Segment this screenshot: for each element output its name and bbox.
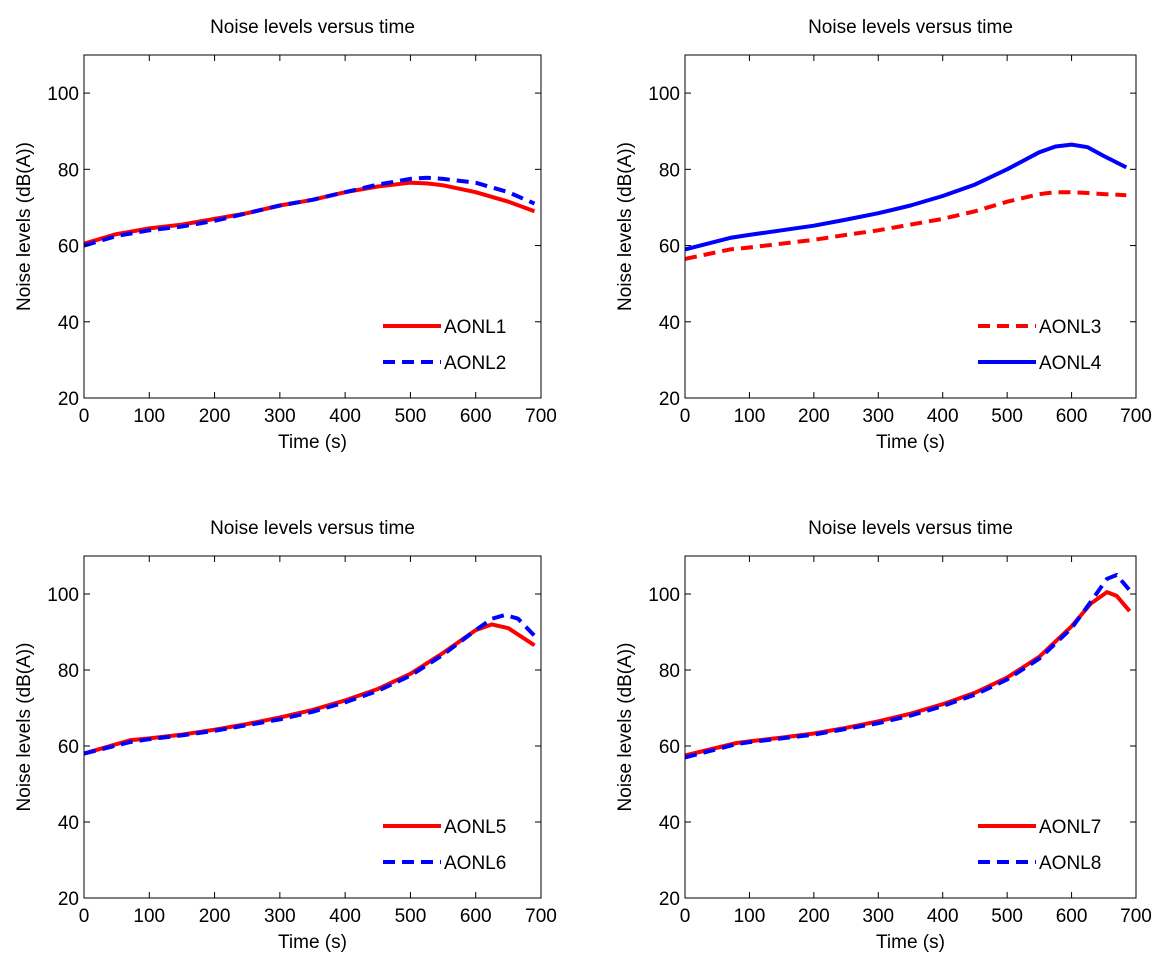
y-tick-label: 20	[58, 389, 79, 410]
chart-title: Noise levels versus time	[210, 518, 415, 539]
x-tick-label: 300	[862, 906, 894, 927]
y-tick-label: 40	[58, 813, 79, 834]
y-tick-label: 40	[58, 313, 79, 334]
x-tick-label: 700	[1120, 406, 1152, 427]
x-tick-label: 300	[264, 906, 296, 927]
x-tick-label: 700	[1120, 906, 1152, 927]
y-tick-label: 80	[58, 661, 79, 682]
y-tick-label: 100	[47, 84, 79, 105]
x-tick-label: 0	[680, 406, 691, 427]
x-tick-label: 0	[79, 406, 90, 427]
x-tick-label: 400	[329, 406, 361, 427]
y-tick-label: 20	[659, 389, 680, 410]
x-tick-label: 0	[79, 906, 90, 927]
y-tick-label: 40	[659, 313, 680, 334]
series-line-aonl8	[684, 573, 1132, 760]
x-tick-label: 500	[395, 906, 427, 927]
chart-panel-4: Noise levels versus time 0 100 200 300 400 500…	[615, 518, 1152, 953]
chart-panel-3: Noise levels versus time 0 100 200 300 400 500…	[14, 518, 557, 953]
chart-title: Noise levels versus time	[808, 17, 1013, 38]
y-tick-label: 60	[659, 237, 680, 258]
x-tick-label: 600	[460, 906, 492, 927]
legend-label-aonl6: AONL6	[444, 853, 506, 874]
y-tick-label: 40	[659, 813, 680, 834]
x-tick-label: 100	[734, 906, 766, 927]
y-tick-label: 100	[648, 585, 680, 606]
legend-label-aonl4: AONL4	[1039, 353, 1102, 374]
y-tick-label: 100	[47, 585, 79, 606]
legend-label-aonl2: AONL2	[444, 353, 506, 374]
x-tick-label: 200	[798, 406, 830, 427]
x-tick-label: 300	[264, 406, 296, 427]
x-tick-label: 0	[680, 906, 691, 927]
x-tick-label: 100	[133, 406, 165, 427]
x-tick-label: 400	[927, 406, 959, 427]
x-tick-label: 500	[395, 406, 427, 427]
x-axis-label: Time (s)	[278, 432, 347, 453]
y-axis-label: Noise levels (dB(A))	[14, 142, 35, 311]
x-tick-label: 700	[525, 406, 557, 427]
x-tick-label: 400	[329, 906, 361, 927]
y-tick-label: 60	[58, 237, 79, 258]
x-tick-label: 500	[991, 406, 1023, 427]
x-axis-label: Time (s)	[876, 432, 945, 453]
plot-area-frame	[684, 555, 1137, 899]
legend-label-aonl3: AONL3	[1039, 317, 1101, 338]
legend-label-aonl5: AONL5	[444, 817, 506, 838]
series-line-aonl4	[684, 142, 1128, 252]
y-axis-label: Noise levels (dB(A))	[14, 643, 35, 812]
x-axis-label: Time (s)	[278, 932, 347, 953]
y-tick-label: 80	[659, 160, 680, 181]
x-tick-label: 200	[798, 906, 830, 927]
y-tick-label: 60	[58, 737, 79, 758]
chart-panel-1: Noise levels versus time 0 100 200 300 400 500…	[14, 17, 557, 453]
x-tick-label: 300	[862, 406, 894, 427]
legend: AONL3 AONL4	[978, 317, 1102, 374]
x-tick-label: 200	[199, 406, 231, 427]
plot-area-frame	[83, 555, 542, 899]
y-tick-label: 100	[648, 84, 680, 105]
legend: AONL7 AONL8	[978, 817, 1101, 874]
chart-title: Noise levels versus time	[210, 17, 415, 38]
x-tick-label: 600	[460, 406, 492, 427]
y-tick-label: 80	[659, 661, 680, 682]
series-line-aonl2	[83, 175, 536, 248]
y-tick-label: 20	[659, 889, 680, 910]
legend-label-aonl8: AONL8	[1039, 853, 1101, 874]
chart-panel-2: Noise levels versus time 0 100 200 300 400 500…	[615, 17, 1152, 453]
chart-title: Noise levels versus time	[808, 518, 1013, 539]
legend-label-aonl7: AONL7	[1039, 817, 1101, 838]
x-tick-label: 700	[525, 906, 557, 927]
legend-label-aonl1: AONL1	[444, 317, 506, 338]
plot-area-frame	[684, 54, 1137, 399]
x-tick-label: 500	[991, 906, 1023, 927]
x-tick-label: 400	[927, 906, 959, 927]
y-tick-label: 80	[58, 160, 79, 181]
y-tick-label: 20	[58, 889, 79, 910]
legend: AONL1 AONL2	[383, 317, 506, 374]
y-tick-label: 60	[659, 737, 680, 758]
series-line-aonl7	[684, 590, 1132, 758]
series-line-aonl3	[684, 190, 1127, 261]
x-tick-label: 600	[1056, 406, 1088, 427]
series-line-aonl1	[83, 180, 536, 246]
series-line-aonl5	[83, 622, 536, 756]
y-axis-label: Noise levels (dB(A))	[615, 142, 636, 311]
x-tick-label: 100	[133, 906, 165, 927]
x-axis-label: Time (s)	[876, 932, 945, 953]
y-axis-label: Noise levels (dB(A))	[615, 643, 636, 812]
x-tick-label: 200	[199, 906, 231, 927]
x-tick-label: 600	[1056, 906, 1088, 927]
plot-area-frame	[83, 54, 542, 399]
series-line-aonl6	[83, 612, 536, 756]
legend: AONL5 AONL6	[383, 817, 506, 874]
x-tick-label: 100	[734, 406, 766, 427]
